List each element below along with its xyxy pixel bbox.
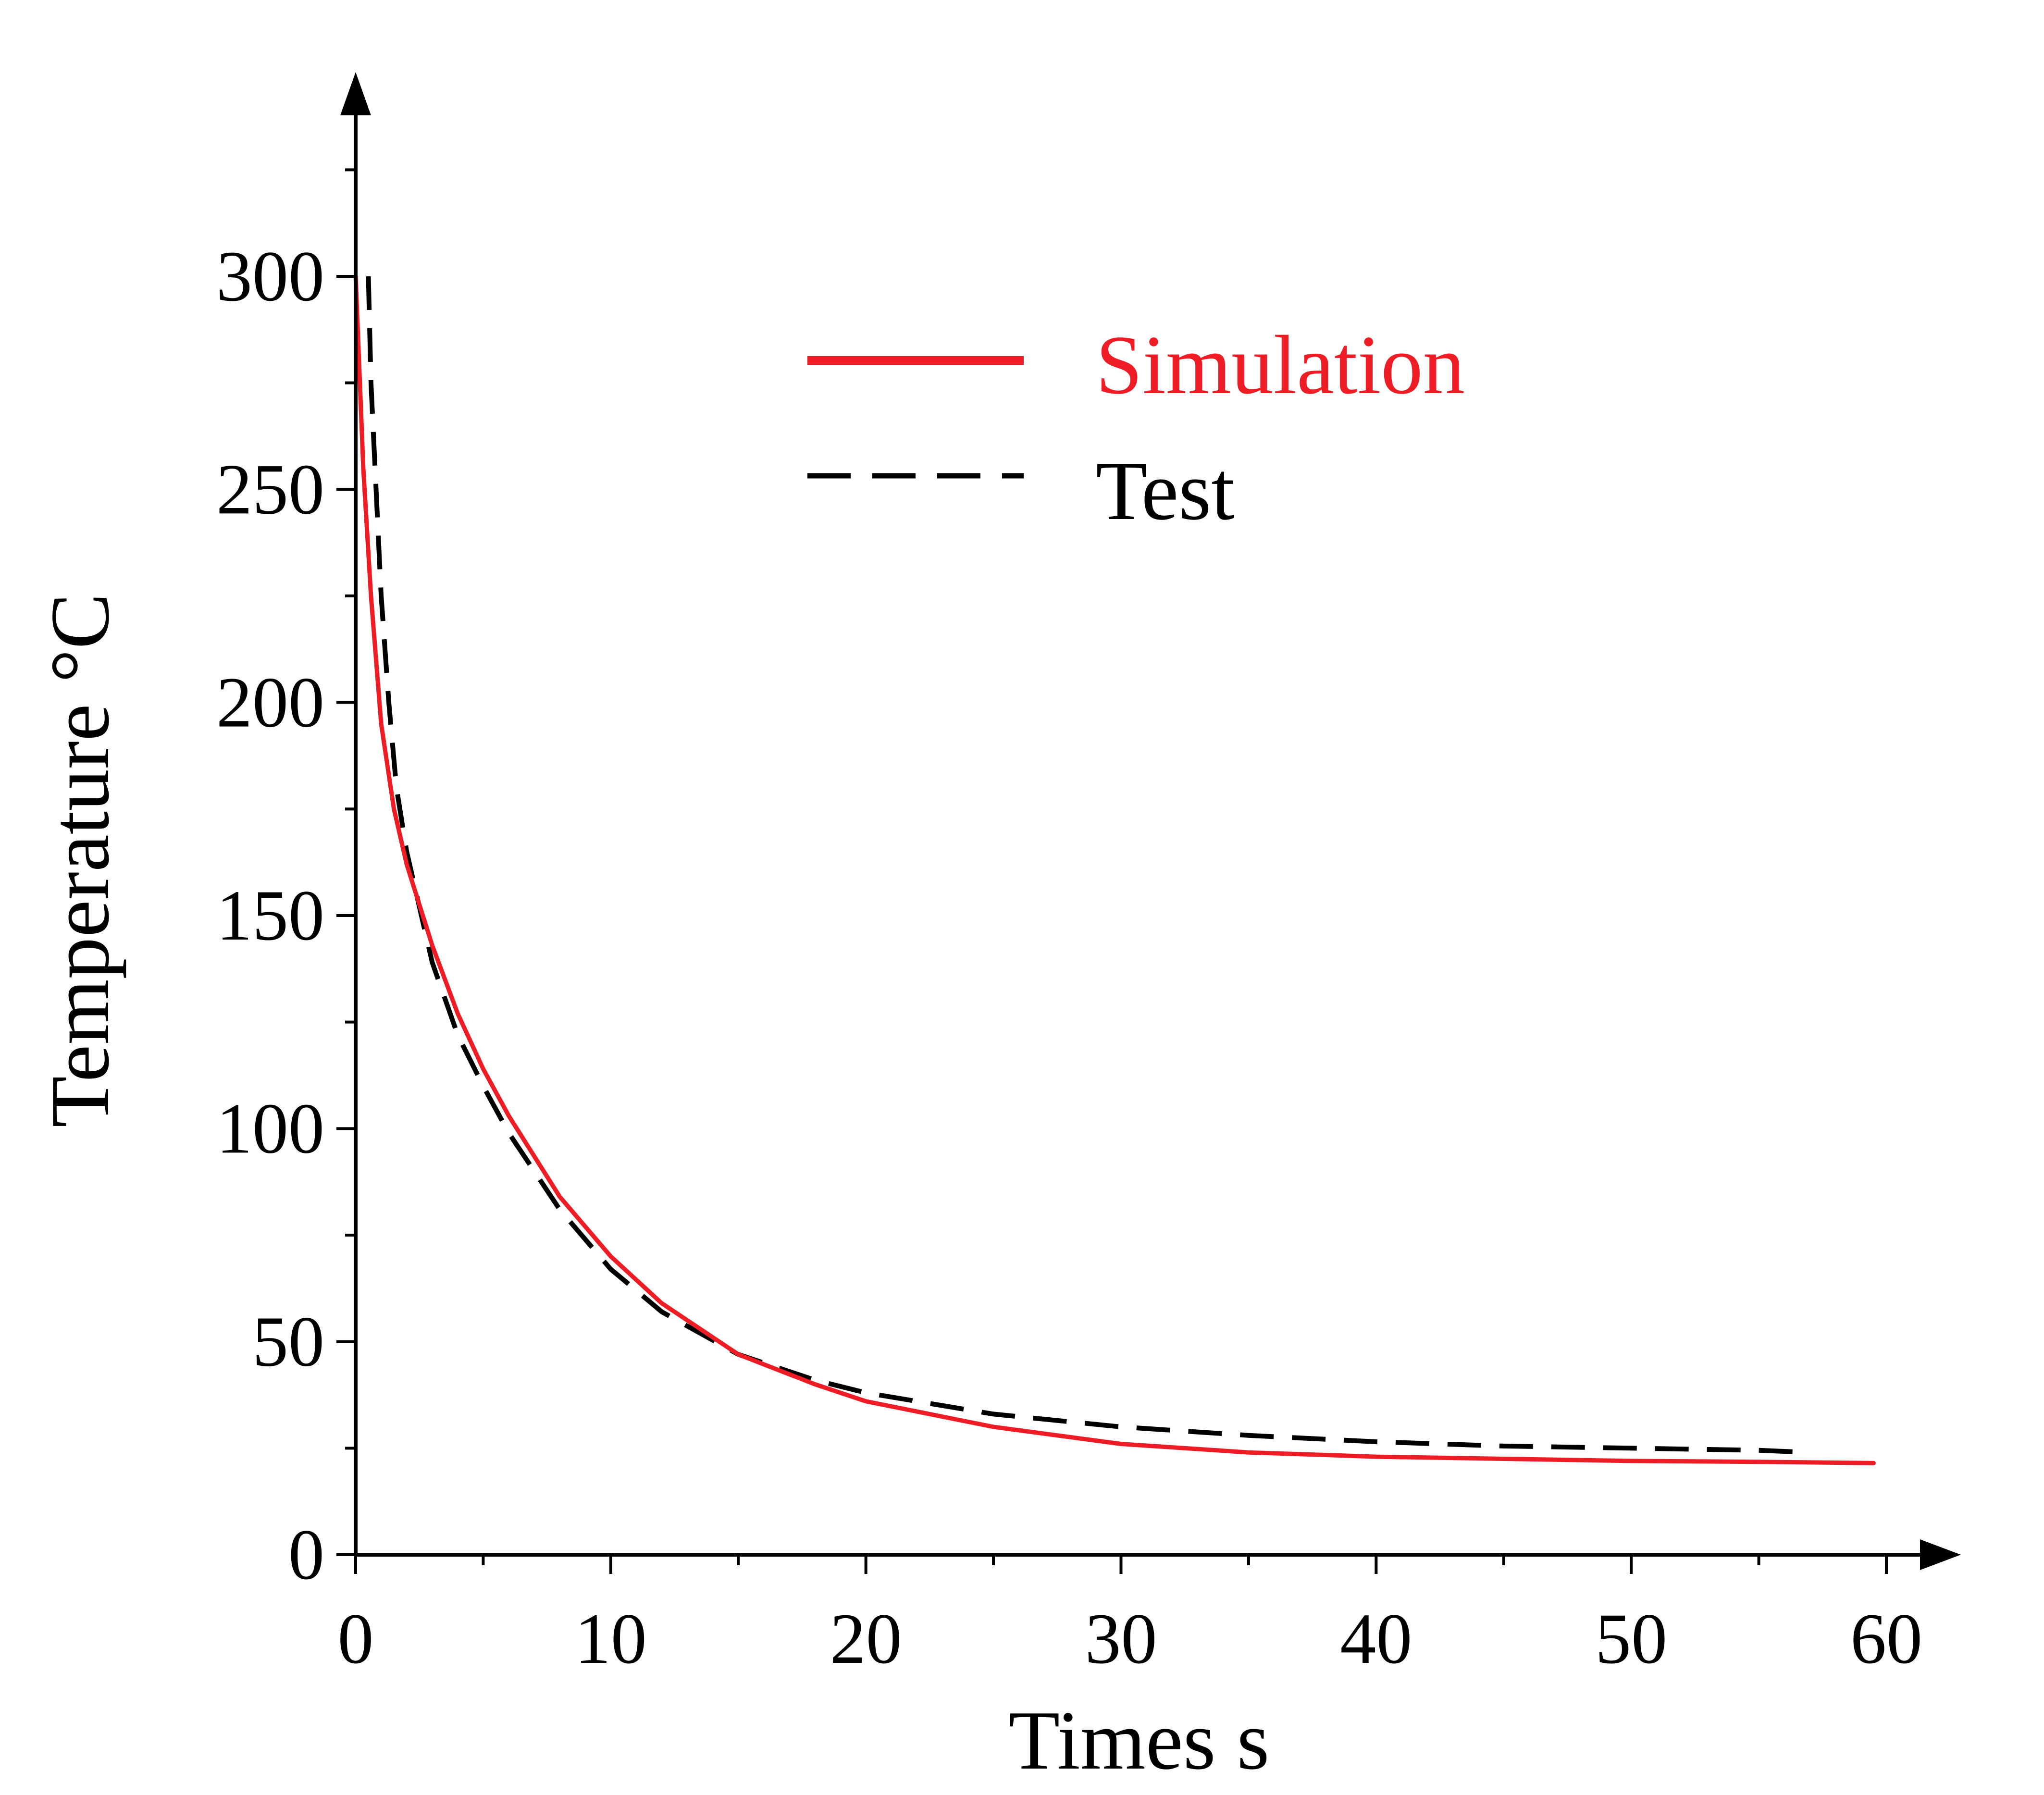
ticks-layer: 0 10 20 30 40 50 60 0 50 100 150 200 250 300	[216, 168, 1922, 1679]
y-tick-label-100: 100	[216, 1089, 324, 1168]
y-tick-label-50: 50	[252, 1302, 324, 1382]
y-tick-label-150: 150	[216, 876, 324, 955]
x-tick-label-30: 30	[1085, 1599, 1157, 1679]
x-axis-arrow-icon	[1920, 1539, 1961, 1570]
y-axis-title: Temperature °C	[33, 593, 126, 1127]
axes-layer	[340, 72, 1961, 1570]
x-tick-label-10: 10	[575, 1599, 647, 1679]
legend-label-simulation: Simulation	[1096, 318, 1465, 411]
y-axis-arrow-icon	[340, 72, 371, 115]
series-layer	[353, 274, 1876, 1465]
legend: Simulation Test	[807, 318, 1465, 537]
x-tick-label-40: 40	[1340, 1599, 1412, 1679]
legend-label-test: Test	[1096, 444, 1235, 537]
y-tick-label-200: 200	[216, 663, 324, 743]
series-line-test	[366, 276, 1810, 1455]
y-tick-label-0: 0	[288, 1515, 324, 1595]
series-line-simulation	[353, 274, 1876, 1465]
x-tick-label-20: 20	[830, 1599, 902, 1679]
x-axis-title: Times s	[1008, 1694, 1269, 1787]
x-tick-label-50: 50	[1595, 1599, 1667, 1679]
x-tick-label-0: 0	[338, 1599, 374, 1679]
y-tick-label-300: 300	[216, 236, 324, 316]
x-tick-label-60: 60	[1850, 1599, 1922, 1679]
y-tick-label-250: 250	[216, 449, 324, 529]
